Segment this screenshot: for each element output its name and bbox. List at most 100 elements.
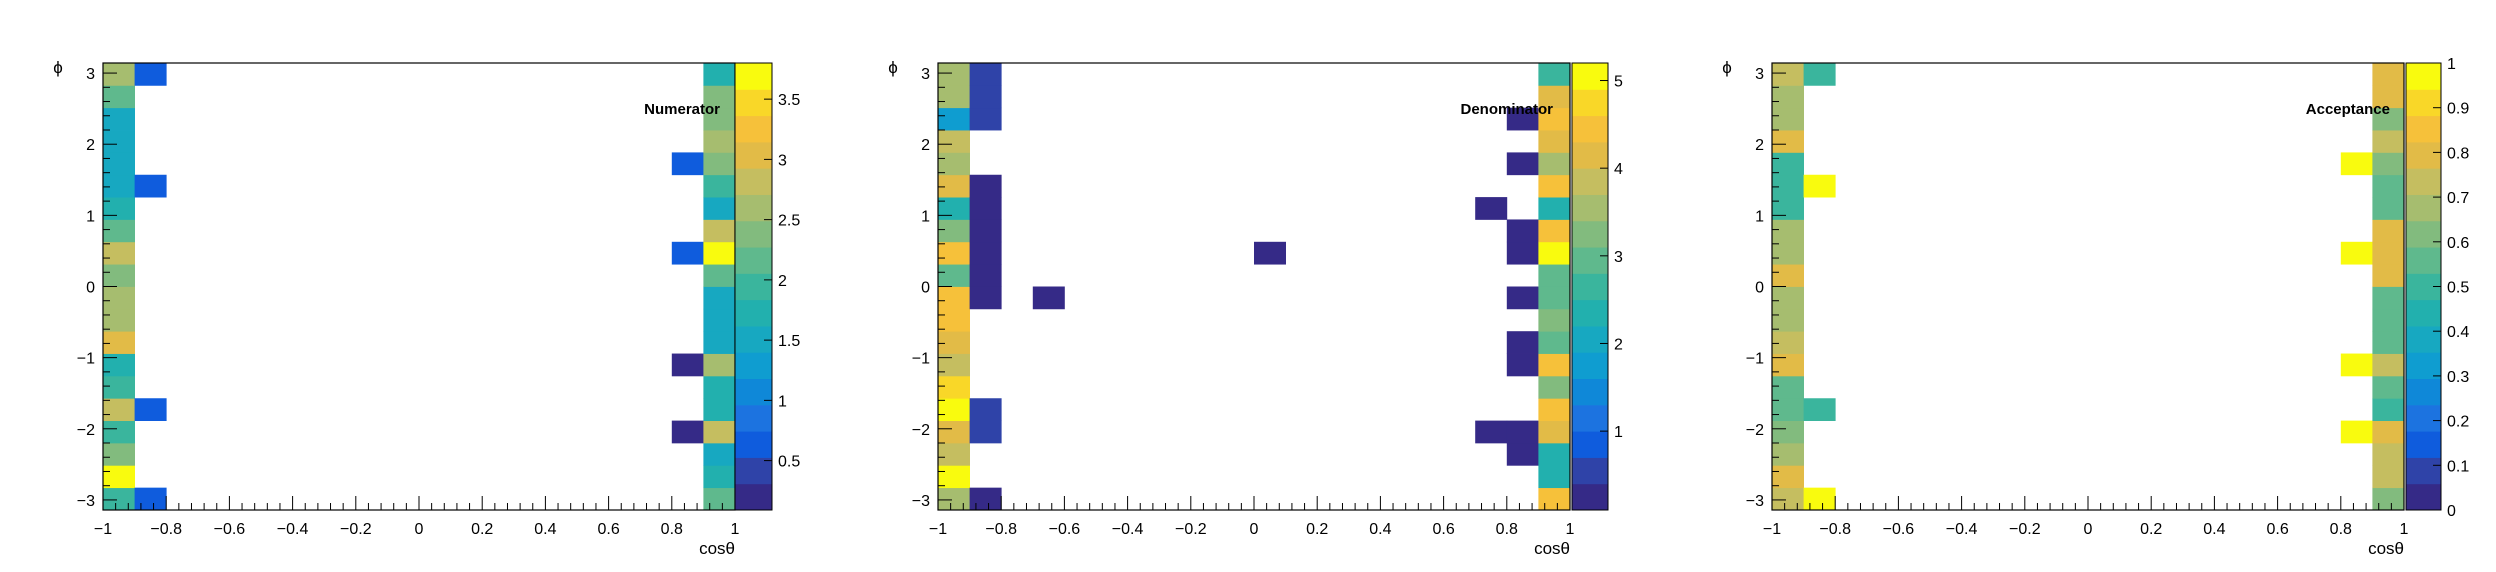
- heatmap-cell: [1538, 152, 1571, 176]
- heatmap-cell: [103, 353, 135, 377]
- heatmap-cell: [1538, 487, 1571, 511]
- heatmap-cell: [1803, 487, 1836, 511]
- heatmap-cell: [938, 264, 970, 287]
- heatmap-cell: [671, 152, 704, 176]
- y-tick-label: −2: [1746, 422, 1764, 439]
- heatmap-cell: [703, 442, 736, 466]
- heatmap-cell: [1506, 241, 1539, 265]
- heatmap-cell: [1772, 308, 1804, 332]
- heatmap-cell: [1772, 375, 1804, 399]
- heatmap-cell: [1772, 152, 1804, 176]
- heatmap-cell: [1506, 353, 1539, 377]
- heatmap-cell: [2372, 286, 2405, 310]
- y-tick-label: 2: [1755, 137, 1764, 154]
- heatmap-cell: [1772, 63, 1804, 86]
- heatmap-cell: [103, 219, 135, 243]
- colorbar-band: [735, 115, 772, 143]
- heatmap-cell: [703, 63, 736, 86]
- heatmap-cell: [103, 241, 135, 265]
- heatmap-cell: [1772, 264, 1804, 287]
- heatmap-cell: [938, 174, 970, 198]
- heatmap-cell: [1772, 107, 1804, 131]
- colorbar-band: [735, 273, 772, 301]
- heatmap-cell: [1475, 420, 1508, 444]
- heatmap-cell: [2372, 442, 2405, 466]
- heatmap-cell: [2372, 152, 2405, 176]
- x-tick-label: 0.4: [2203, 521, 2225, 538]
- heatmap-cell: [1538, 442, 1571, 466]
- colorbar-band: [2406, 378, 2441, 406]
- heatmap-cell: [103, 63, 135, 86]
- heatmap-cell: [1506, 420, 1539, 444]
- colorbar-tick-label: 0.5: [2447, 280, 2469, 297]
- heatmap-cell: [1538, 107, 1571, 131]
- x-tick-label: 0.2: [471, 521, 493, 538]
- heatmap-cell: [2372, 63, 2405, 86]
- colorbar-band: [2406, 431, 2441, 458]
- heatmap-cell: [969, 174, 1002, 198]
- heatmap-cell: [969, 420, 1002, 444]
- x-tick-label: 0: [1250, 521, 1259, 538]
- heatmap-cell: [2372, 375, 2405, 399]
- heatmap-cell: [1538, 130, 1571, 153]
- colorbar-band: [1572, 457, 1608, 485]
- y-tick-label: −3: [912, 493, 930, 510]
- colorbar-frame: [1571, 62, 1609, 511]
- y-tick-label: 3: [921, 66, 930, 83]
- y-axis-label: ϕ: [53, 58, 63, 77]
- x-tick-label: −0.8: [1819, 521, 1851, 538]
- heatmap-cell: [2372, 308, 2405, 332]
- heatmap-cell: [969, 63, 1002, 86]
- heatmap-cell: [703, 219, 736, 243]
- heatmap-cell: [703, 197, 736, 220]
- heatmap-cell: [1803, 63, 1836, 86]
- heatmap-cell: [103, 264, 135, 287]
- heatmap-cell: [969, 398, 1002, 421]
- heatmap-cell: [2340, 152, 2373, 176]
- plot-frame: [102, 62, 736, 511]
- y-tick-label: 1: [1755, 208, 1764, 225]
- heatmap-cell: [1538, 465, 1571, 489]
- colorbar-band: [1572, 89, 1608, 117]
- heatmap-cell: [2340, 420, 2373, 444]
- x-tick-label: 0.6: [597, 521, 619, 538]
- x-tick-label: −0.4: [1112, 521, 1144, 538]
- y-tick-label: −1: [1746, 351, 1764, 368]
- heatmap-cell: [1803, 398, 1836, 421]
- x-axis-label: cosθ: [2368, 539, 2404, 558]
- heatmap-cell: [1538, 398, 1571, 421]
- heatmap-cell: [2372, 241, 2405, 265]
- heatmap-cell: [2372, 130, 2405, 153]
- plot-frame: [1771, 62, 2405, 511]
- heatmap-cell: [938, 197, 970, 220]
- heatmap-cell: [938, 487, 970, 511]
- y-tick-label: −3: [77, 493, 95, 510]
- colorbar-band: [2406, 404, 2441, 432]
- heatmap-cell: [1772, 219, 1804, 243]
- heatmap-cell: [1538, 420, 1571, 444]
- heatmap-cell: [703, 264, 736, 287]
- x-tick-label: 0.4: [534, 521, 556, 538]
- x-tick-label: 0.6: [1432, 521, 1454, 538]
- y-tick-label: 3: [1755, 66, 1764, 83]
- colorbar-band: [2406, 194, 2441, 222]
- heatmap-cell: [1538, 308, 1571, 332]
- y-axis-label: ϕ: [1722, 58, 1732, 77]
- y-tick-label: 3: [86, 66, 95, 83]
- y-tick-label: 1: [86, 208, 95, 225]
- heatmap-cell: [1538, 219, 1571, 243]
- colorbar-band: [2406, 168, 2441, 195]
- y-tick-label: −2: [912, 422, 930, 439]
- heatmap-cell: [2372, 487, 2405, 511]
- heatmap-cell: [1772, 353, 1804, 377]
- colorbar-band: [1572, 431, 1608, 458]
- x-tick-label: 0.8: [1496, 521, 1518, 538]
- heatmap-cell: [703, 487, 736, 511]
- heatmap-cell: [103, 331, 135, 354]
- heatmap-cell: [969, 85, 1002, 109]
- colorbar-band: [2406, 115, 2441, 143]
- x-tick-label: 0.8: [661, 521, 683, 538]
- colorbar-band: [735, 457, 772, 485]
- colorbar-tick-label: 0.1: [2447, 458, 2469, 475]
- heatmap-cell: [938, 63, 970, 86]
